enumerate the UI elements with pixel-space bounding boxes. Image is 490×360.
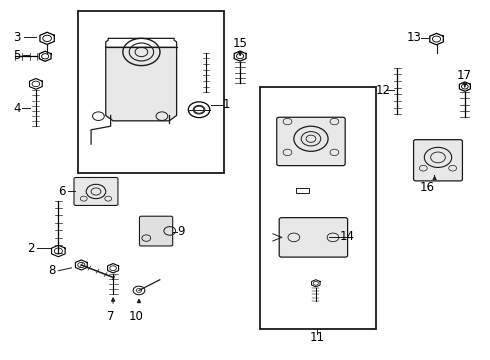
FancyBboxPatch shape <box>140 216 172 246</box>
Text: 1: 1 <box>223 98 230 111</box>
Text: 8: 8 <box>49 264 56 277</box>
Text: 10: 10 <box>129 310 144 323</box>
Text: 5: 5 <box>13 49 20 62</box>
FancyBboxPatch shape <box>74 177 118 206</box>
Text: 16: 16 <box>419 181 434 194</box>
Text: 4: 4 <box>13 102 21 115</box>
FancyBboxPatch shape <box>279 218 347 257</box>
FancyBboxPatch shape <box>277 117 345 166</box>
Text: 2: 2 <box>27 242 35 255</box>
Text: 13: 13 <box>406 31 421 45</box>
Text: 17: 17 <box>456 69 471 82</box>
Text: 3: 3 <box>13 31 20 44</box>
Text: 7: 7 <box>107 310 114 323</box>
Text: 14: 14 <box>339 230 354 243</box>
Text: 9: 9 <box>177 225 185 238</box>
Polygon shape <box>106 47 176 121</box>
Text: 15: 15 <box>233 37 247 50</box>
Text: 11: 11 <box>310 331 325 344</box>
FancyBboxPatch shape <box>414 140 463 181</box>
Text: 6: 6 <box>58 185 66 198</box>
Text: 12: 12 <box>376 84 391 97</box>
